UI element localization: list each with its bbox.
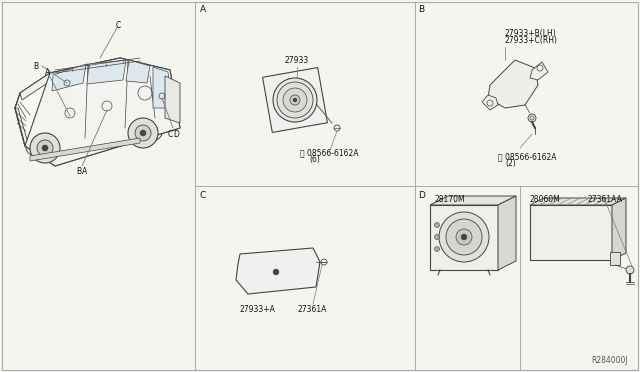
Polygon shape — [20, 73, 55, 100]
Circle shape — [435, 247, 440, 251]
Circle shape — [435, 234, 440, 240]
Circle shape — [42, 145, 48, 151]
Polygon shape — [530, 62, 548, 80]
Ellipse shape — [253, 260, 299, 283]
Polygon shape — [482, 95, 498, 110]
Circle shape — [37, 140, 53, 156]
Polygon shape — [530, 198, 626, 205]
Text: C: C — [168, 130, 173, 139]
Circle shape — [135, 125, 151, 141]
Text: (2): (2) — [505, 159, 516, 168]
Polygon shape — [610, 252, 620, 265]
Polygon shape — [430, 205, 498, 270]
Polygon shape — [25, 58, 180, 166]
Polygon shape — [498, 196, 516, 270]
Circle shape — [446, 219, 482, 255]
Circle shape — [626, 266, 634, 274]
Text: 27933+A: 27933+A — [240, 305, 276, 314]
Bar — [533, 248, 561, 258]
Circle shape — [435, 222, 440, 228]
Bar — [533, 254, 561, 258]
Polygon shape — [262, 68, 328, 132]
Circle shape — [290, 95, 300, 105]
Text: R284000J: R284000J — [591, 356, 628, 365]
Polygon shape — [30, 138, 140, 161]
Polygon shape — [236, 248, 320, 294]
Polygon shape — [153, 67, 172, 108]
Text: A: A — [45, 68, 51, 77]
Polygon shape — [530, 205, 612, 260]
Text: (6): (6) — [309, 155, 320, 164]
Text: 28170M: 28170M — [435, 195, 466, 204]
Circle shape — [283, 88, 307, 112]
Text: C: C — [116, 21, 121, 30]
Circle shape — [273, 78, 317, 122]
Circle shape — [461, 234, 467, 240]
Polygon shape — [612, 198, 626, 260]
Circle shape — [456, 229, 472, 245]
Polygon shape — [20, 58, 170, 98]
Polygon shape — [52, 64, 86, 91]
Circle shape — [528, 114, 536, 122]
Text: C: C — [200, 191, 206, 200]
Polygon shape — [20, 73, 50, 98]
Text: 28060M: 28060M — [530, 195, 561, 204]
Text: 27933+C(RH): 27933+C(RH) — [505, 36, 558, 45]
Text: A: A — [82, 167, 87, 176]
Polygon shape — [488, 60, 538, 108]
Text: B: B — [33, 62, 38, 71]
Polygon shape — [430, 196, 516, 205]
Ellipse shape — [124, 123, 162, 143]
Text: 27361A: 27361A — [298, 305, 328, 314]
Polygon shape — [15, 58, 180, 166]
Text: 27361AA: 27361AA — [588, 195, 623, 204]
Ellipse shape — [247, 257, 305, 287]
Polygon shape — [165, 76, 180, 123]
Polygon shape — [87, 60, 126, 84]
Ellipse shape — [262, 265, 290, 279]
Circle shape — [30, 133, 60, 163]
Ellipse shape — [501, 73, 523, 91]
Text: B: B — [418, 5, 424, 14]
Polygon shape — [126, 60, 150, 83]
Ellipse shape — [26, 138, 64, 158]
Circle shape — [293, 98, 297, 102]
Text: Ⓢ 08566-6162A: Ⓢ 08566-6162A — [300, 148, 358, 157]
Text: B: B — [76, 167, 81, 176]
Text: D: D — [418, 191, 425, 200]
Text: 27933: 27933 — [285, 56, 309, 65]
Circle shape — [140, 130, 146, 136]
Circle shape — [439, 212, 489, 262]
Text: 27933+B(LH): 27933+B(LH) — [505, 29, 557, 38]
Text: A: A — [200, 5, 206, 14]
Text: Ⓢ 08566-6162A: Ⓢ 08566-6162A — [498, 152, 557, 161]
Circle shape — [277, 82, 313, 118]
Circle shape — [128, 118, 158, 148]
Circle shape — [273, 269, 279, 275]
Text: D: D — [173, 130, 179, 139]
Polygon shape — [15, 108, 28, 146]
